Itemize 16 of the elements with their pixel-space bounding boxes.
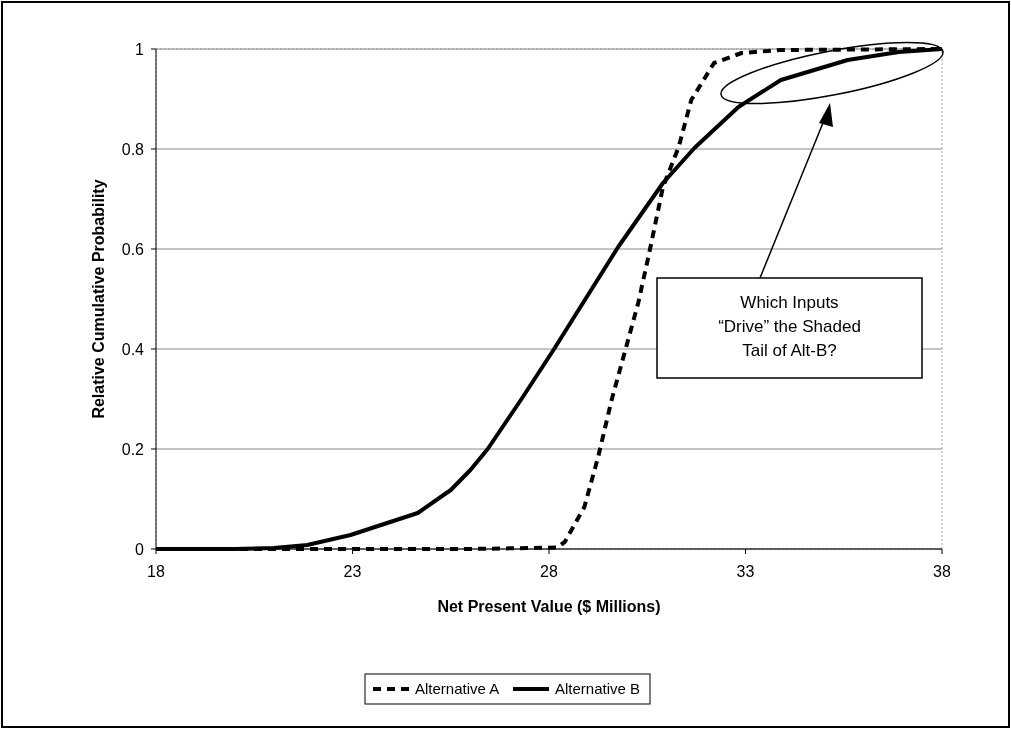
y-tick-label: 0.8 xyxy=(121,140,145,158)
annotation: Which Inputs “Drive” the Shaded Tail of Alt-B? xyxy=(718,293,861,360)
x-tick-label: 33 xyxy=(736,563,755,580)
legend-label: Alternative B xyxy=(555,680,641,698)
y-axis-title: Relative Cumulative Probability xyxy=(90,179,107,419)
y-tick-label: 0.2 xyxy=(121,440,145,458)
x-tick-label: 38 xyxy=(933,563,951,580)
y-tick-label: 0.6 xyxy=(121,240,145,258)
x-tick-label: 28 xyxy=(540,563,558,580)
x-tick-label: 18 xyxy=(147,563,165,580)
x-axis-title: Net Present Value ($ Millions) xyxy=(437,598,661,615)
y-tick-label: 1 xyxy=(135,40,145,58)
y-tick-label: 0.4 xyxy=(121,340,145,358)
legend-label: Alternative A xyxy=(415,680,500,698)
x-tick-label: 23 xyxy=(343,563,362,580)
y-tick-label: 0 xyxy=(135,540,145,558)
